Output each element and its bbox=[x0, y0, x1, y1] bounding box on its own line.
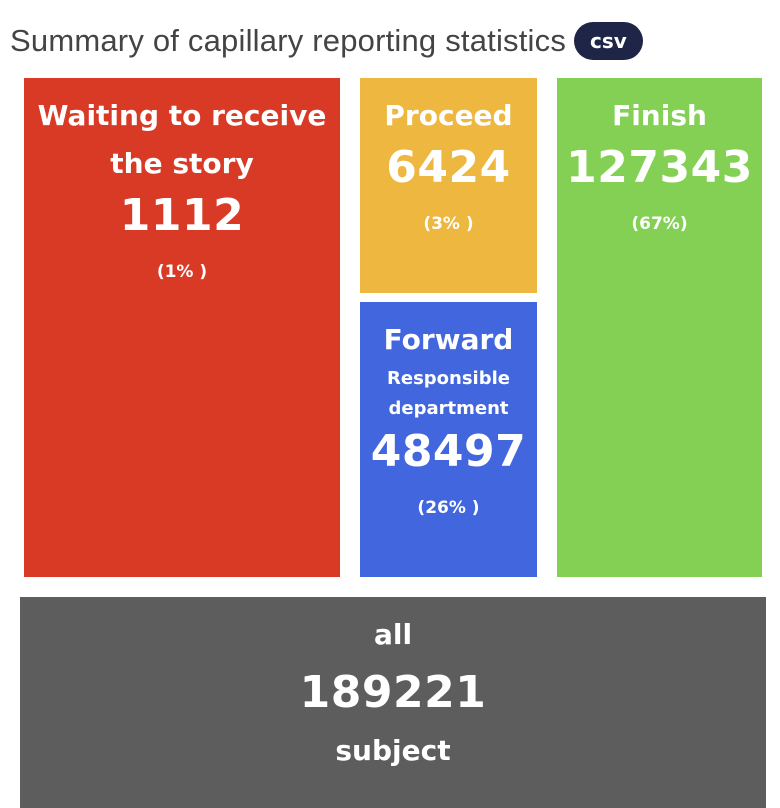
tile-sublabel-line1: Responsible bbox=[387, 368, 510, 389]
tile-all[interactable]: all 189221 subject bbox=[20, 597, 766, 808]
tile-count: 1112 bbox=[119, 190, 245, 241]
tile-unit: subject bbox=[335, 734, 451, 767]
tile-count: 189221 bbox=[299, 667, 487, 718]
page-header: Summary of capillary reporting statistic… bbox=[10, 20, 643, 62]
tile-label: Forward bbox=[383, 323, 514, 356]
tile-percent: (26% ) bbox=[417, 498, 480, 518]
page-title: Summary of capillary reporting statistic… bbox=[10, 23, 567, 58]
tile-finish[interactable]: Finish 127343 (67%) bbox=[557, 78, 762, 577]
csv-export-button[interactable]: csv bbox=[574, 22, 643, 60]
tile-count: 6424 bbox=[386, 142, 511, 193]
tile-label: all bbox=[373, 618, 413, 651]
tile-forward[interactable]: Forward Responsible department 48497 (26… bbox=[360, 302, 537, 577]
tile-percent: (3% ) bbox=[423, 214, 474, 234]
tile-waiting-to-receive[interactable]: Waiting to receive the story 1112 (1% ) bbox=[24, 78, 340, 577]
tile-count: 48497 bbox=[370, 426, 527, 477]
tile-proceed[interactable]: Proceed 6424 (3% ) bbox=[360, 78, 537, 293]
tile-label: Finish bbox=[612, 99, 707, 132]
tile-label: Proceed bbox=[384, 99, 513, 132]
tile-label-line1: Waiting to receive bbox=[37, 99, 327, 132]
tile-percent: (1% ) bbox=[156, 262, 208, 282]
tile-label-line2: the story bbox=[110, 147, 254, 180]
tile-percent: (67%) bbox=[631, 214, 688, 234]
tile-sublabel-line2: department bbox=[388, 398, 509, 419]
tile-count: 127343 bbox=[566, 142, 753, 193]
